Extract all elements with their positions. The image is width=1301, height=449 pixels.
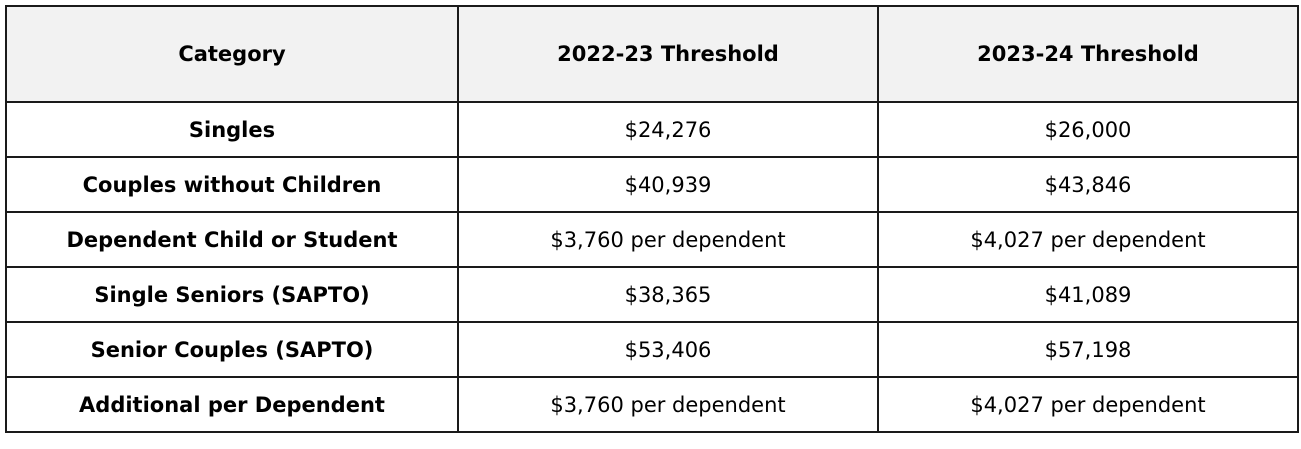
table-header: Category 2022-23 Threshold 2023-24 Thres… [5, 5, 1299, 103]
threshold-2022-23-cell: $24,276 [457, 101, 879, 158]
table-row: Senior Couples (SAPTO) $53,406 $57,198 [5, 321, 1299, 378]
category-cell: Senior Couples (SAPTO) [5, 321, 459, 378]
threshold-2022-23-cell: $53,406 [457, 321, 879, 378]
header-row: Category 2022-23 Threshold 2023-24 Thres… [5, 5, 1299, 103]
threshold-2023-24-cell: $4,027 per dependent [877, 211, 1299, 268]
category-cell: Singles [5, 101, 459, 158]
category-cell: Couples without Children [5, 156, 459, 213]
threshold-2023-24-cell: $41,089 [877, 266, 1299, 323]
threshold-2022-23-cell: $3,760 per dependent [457, 211, 879, 268]
table-row: Single Seniors (SAPTO) $38,365 $41,089 [5, 266, 1299, 323]
threshold-2022-23-cell: $3,760 per dependent [457, 376, 879, 433]
threshold-2023-24-cell: $43,846 [877, 156, 1299, 213]
threshold-2022-23-cell: $40,939 [457, 156, 879, 213]
table-row: Dependent Child or Student $3,760 per de… [5, 211, 1299, 268]
category-cell: Additional per Dependent [5, 376, 459, 433]
threshold-2023-24-cell: $57,198 [877, 321, 1299, 378]
threshold-table-container: Category 2022-23 Threshold 2023-24 Thres… [5, 5, 1299, 433]
header-2022-23-threshold: 2022-23 Threshold [457, 5, 879, 103]
threshold-2022-23-cell: $38,365 [457, 266, 879, 323]
header-2023-24-threshold: 2023-24 Threshold [877, 5, 1299, 103]
threshold-table: Category 2022-23 Threshold 2023-24 Thres… [5, 5, 1299, 433]
table-body: Singles $24,276 $26,000 Couples without … [5, 101, 1299, 433]
table-row: Singles $24,276 $26,000 [5, 101, 1299, 158]
category-cell: Dependent Child or Student [5, 211, 459, 268]
threshold-2023-24-cell: $4,027 per dependent [877, 376, 1299, 433]
threshold-2023-24-cell: $26,000 [877, 101, 1299, 158]
header-category: Category [5, 5, 459, 103]
table-row: Additional per Dependent $3,760 per depe… [5, 376, 1299, 433]
table-row: Couples without Children $40,939 $43,846 [5, 156, 1299, 213]
category-cell: Single Seniors (SAPTO) [5, 266, 459, 323]
